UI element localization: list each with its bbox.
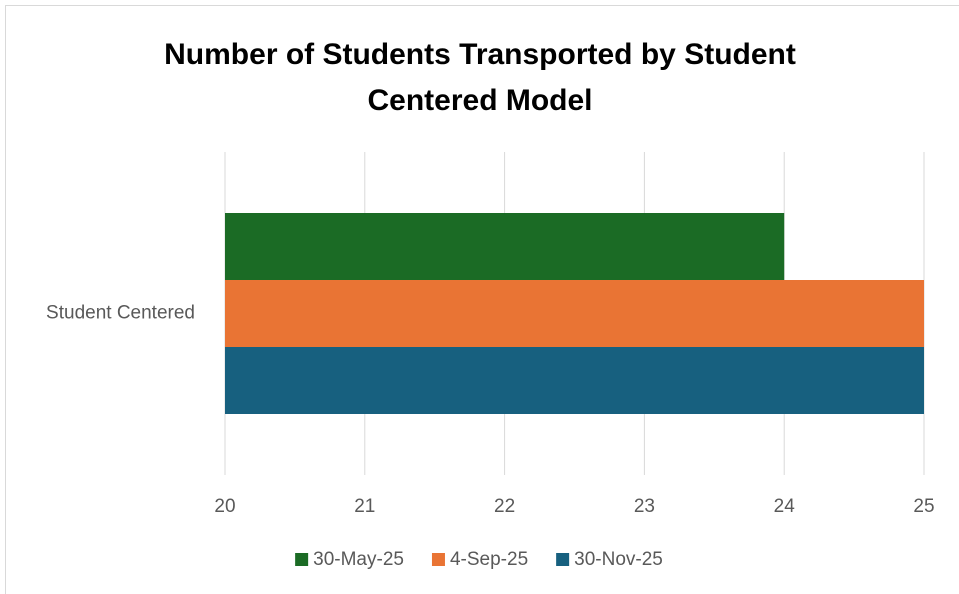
- x-tick-label: 22: [494, 496, 515, 517]
- legend-swatch: [295, 553, 309, 566]
- chart-title: Number of Students Transported by Studen…: [164, 38, 796, 117]
- bar: [225, 347, 924, 414]
- legend-label: 30-May-25: [313, 549, 404, 570]
- x-tick-label: 20: [214, 496, 235, 517]
- x-tick-label: 25: [913, 496, 934, 517]
- legend-label: 4-Sep-25: [450, 549, 528, 570]
- chart-border: [5, 5, 959, 594]
- legend-swatch: [556, 553, 570, 566]
- bar: [225, 213, 785, 280]
- x-tick-label: 24: [774, 496, 796, 517]
- x-tick-label: 23: [634, 496, 655, 517]
- x-tick-label: 21: [354, 496, 375, 517]
- legend-swatch: [431, 553, 445, 566]
- bar: [225, 280, 924, 347]
- legend-label: 30-Nov-25: [574, 549, 663, 570]
- y-tick-label: Student Centered: [46, 303, 195, 324]
